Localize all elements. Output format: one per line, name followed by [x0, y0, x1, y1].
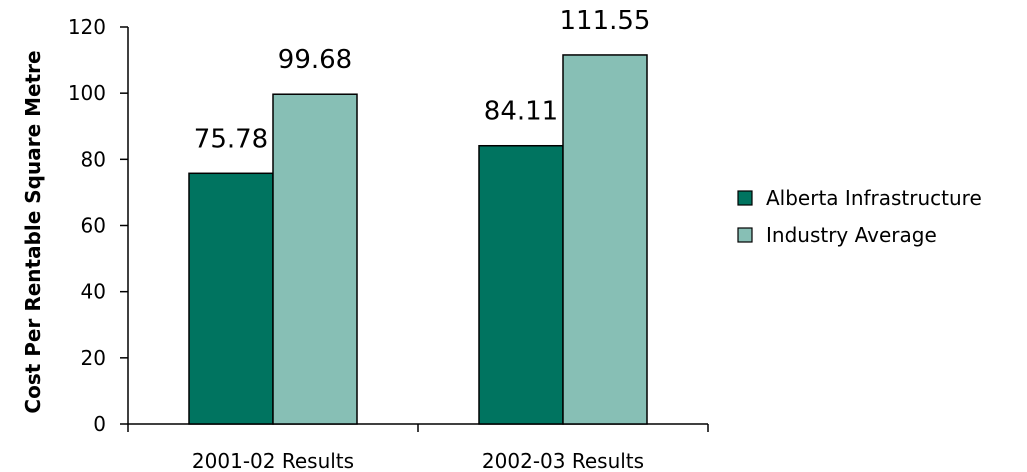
- bar: [188, 172, 274, 425]
- x-category-label: 2002-03 Results: [482, 449, 644, 472]
- data-labels: 75.78 99.68 84.11 111.55: [194, 6, 651, 154]
- y-axis-label: Cost Per Rentable Square Metre: [21, 50, 45, 413]
- y-tick-label: 80: [81, 147, 106, 171]
- bar: [562, 54, 648, 425]
- bar: [272, 93, 358, 425]
- data-label: 99.68: [278, 45, 352, 75]
- data-label: 75.78: [194, 124, 268, 154]
- legend-swatch: [737, 190, 753, 206]
- data-label: 84.11: [484, 97, 558, 127]
- y-tick-label: 60: [81, 214, 106, 238]
- bars: [188, 54, 648, 425]
- y-tick-label: 20: [81, 346, 106, 370]
- y-tick-label: 100: [68, 81, 106, 105]
- x-category-label: 2001-02 Results: [192, 449, 354, 472]
- legend-label: Alberta Infrastructure: [766, 186, 982, 210]
- legend-swatch: [737, 227, 753, 243]
- y-tick-label: 40: [81, 280, 106, 304]
- data-label: 111.55: [560, 6, 651, 36]
- bar: [478, 144, 564, 425]
- y-tick-label: 120: [68, 15, 106, 39]
- y-axis: 0 20 40 60 80 100 120: [68, 15, 129, 436]
- legend-label: Industry Average: [766, 223, 937, 247]
- y-tick-label: 0: [93, 412, 106, 436]
- legend: Alberta Infrastructure Industry Average: [737, 186, 982, 247]
- x-axis: 2001-02 Results 2002-03 Results: [127, 423, 709, 472]
